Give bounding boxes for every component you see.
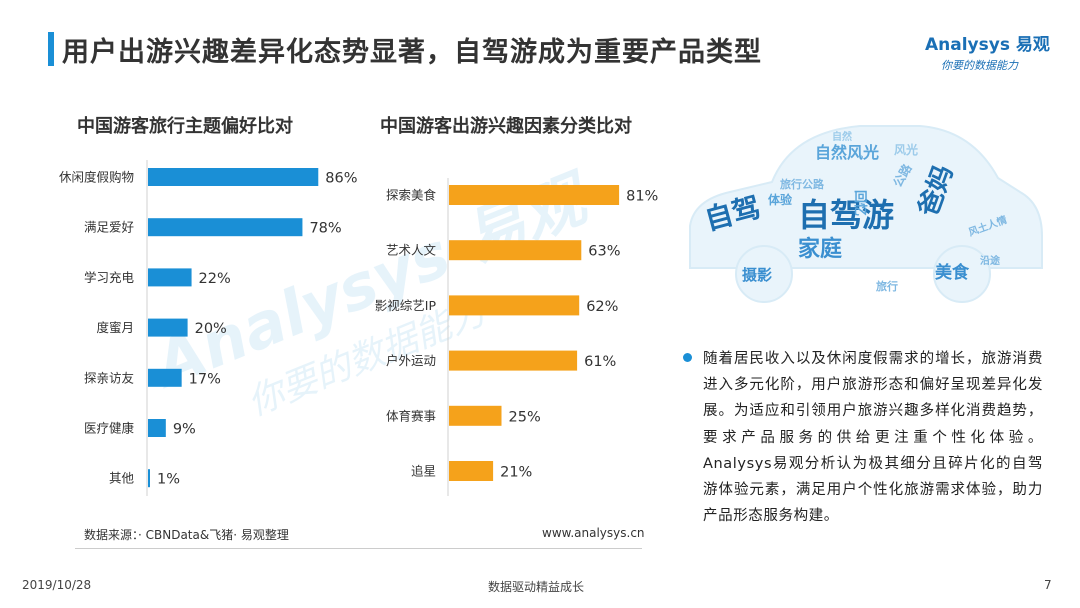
value-label: 21%	[500, 465, 532, 481]
bullet-dot-icon	[683, 353, 692, 362]
wordcloud-word: 自然风光	[815, 143, 879, 162]
summary-bullet: 随着居民收入以及休闲度假需求的增长，旅游消费进入多元化阶，用户旅游形态和偏好呈现…	[683, 346, 1043, 529]
category-label: 休闲度假购物	[59, 170, 134, 185]
wordcloud-word: 美食	[935, 262, 970, 283]
value-label: 9%	[173, 422, 196, 438]
bar-5	[449, 405, 502, 426]
wordcloud-word: 风光	[894, 142, 918, 157]
value-label: 1%	[157, 472, 180, 488]
data-source: 数据来源：· CBNData&飞猪· 易观整理	[84, 528, 289, 542]
car-wheel-front	[735, 245, 793, 303]
car-body-shape	[689, 125, 1043, 269]
bar-3	[449, 295, 580, 316]
category-label: 医疗健康	[84, 421, 135, 436]
wordcloud-word: 自然	[832, 130, 852, 143]
bar-4	[449, 350, 578, 371]
footer-date: 2019/10/28	[22, 578, 92, 592]
wordcloud-word: 自驾游	[798, 196, 894, 234]
category-label: 满足爱好	[84, 220, 134, 235]
category-label: 影视综艺IP	[375, 298, 437, 313]
logo-sub-text: 你要的数据能力	[941, 59, 1018, 72]
footer-divider	[75, 548, 642, 549]
category-label: 其他	[109, 471, 135, 486]
logo-main-text: Analysys 易观	[925, 35, 1050, 55]
wordcloud-word: 旅行公路	[780, 177, 825, 191]
wordcloud-word: 旅行	[876, 279, 898, 293]
value-label: 86%	[325, 171, 357, 187]
page-number: 7	[1044, 578, 1052, 592]
category-label: 度蜜月	[96, 320, 134, 335]
bar-7	[148, 469, 150, 488]
category-label: 探亲访友	[84, 370, 134, 385]
category-label: 体育赛事	[386, 408, 436, 423]
bar-4	[148, 318, 188, 337]
page-title: 用户出游兴趣差异化态势显著，自驾游成为重要产品类型	[62, 37, 762, 68]
category-label: 艺术人文	[386, 243, 437, 258]
category-label: 探索美食	[386, 188, 437, 203]
bar-2	[449, 240, 582, 261]
value-label: 62%	[586, 299, 618, 315]
value-label: 63%	[588, 244, 620, 260]
value-label: 22%	[199, 271, 231, 287]
chart-title-interest-factors: 中国游客出游兴趣因素分类比对	[380, 116, 632, 137]
wordcloud-word: 摄影	[742, 266, 772, 284]
footer-slogan: 数据驱动精益成长	[488, 580, 585, 594]
bar-5	[148, 368, 182, 387]
chart-1: 探索美食 81% 艺术人文 63% 影视综艺IP 62% 户外运动 61% 体育赛事 25% 追星 2…	[375, 178, 658, 496]
bar-1	[148, 168, 319, 186]
wordcloud-word: 体验	[768, 192, 793, 207]
value-label: 17%	[189, 371, 221, 387]
category-label: 学习充电	[84, 270, 135, 285]
chart-title-travel-theme: 中国游客旅行主题偏好比对	[77, 116, 293, 137]
value-label: 61%	[584, 354, 616, 370]
value-label: 20%	[195, 321, 227, 337]
value-label: 81%	[626, 189, 658, 205]
title-accent-bar	[48, 32, 54, 66]
value-label: 78%	[309, 221, 341, 237]
chart-0: 休闲度假购物 86% 满足爱好 78% 学习充电 22% 度蜜月 20% 探亲访友 17% 医疗健康…	[59, 160, 358, 496]
wordcloud-word: 回忆	[852, 190, 868, 216]
logo: Analysys 易观 你要的数据能力	[925, 30, 1065, 75]
website-link[interactable]: www.analysys.cn	[542, 526, 645, 540]
summary-text: 随着居民收入以及休闲度假需求的增长，旅游消费进入多元化阶，用户旅游形态和偏好呈现…	[703, 351, 1043, 525]
bar-1	[449, 185, 620, 205]
car-wheel-back	[933, 245, 991, 303]
bar-3	[148, 268, 192, 287]
bar-6	[148, 419, 166, 437]
wordcloud-word: 沿途	[980, 254, 1001, 267]
bar-6	[449, 461, 494, 481]
bar-2	[148, 218, 303, 237]
value-label: 25%	[509, 409, 541, 425]
category-label: 追星	[411, 464, 436, 479]
wordcloud-word: 家庭	[798, 236, 842, 262]
category-label: 户外运动	[386, 353, 436, 368]
